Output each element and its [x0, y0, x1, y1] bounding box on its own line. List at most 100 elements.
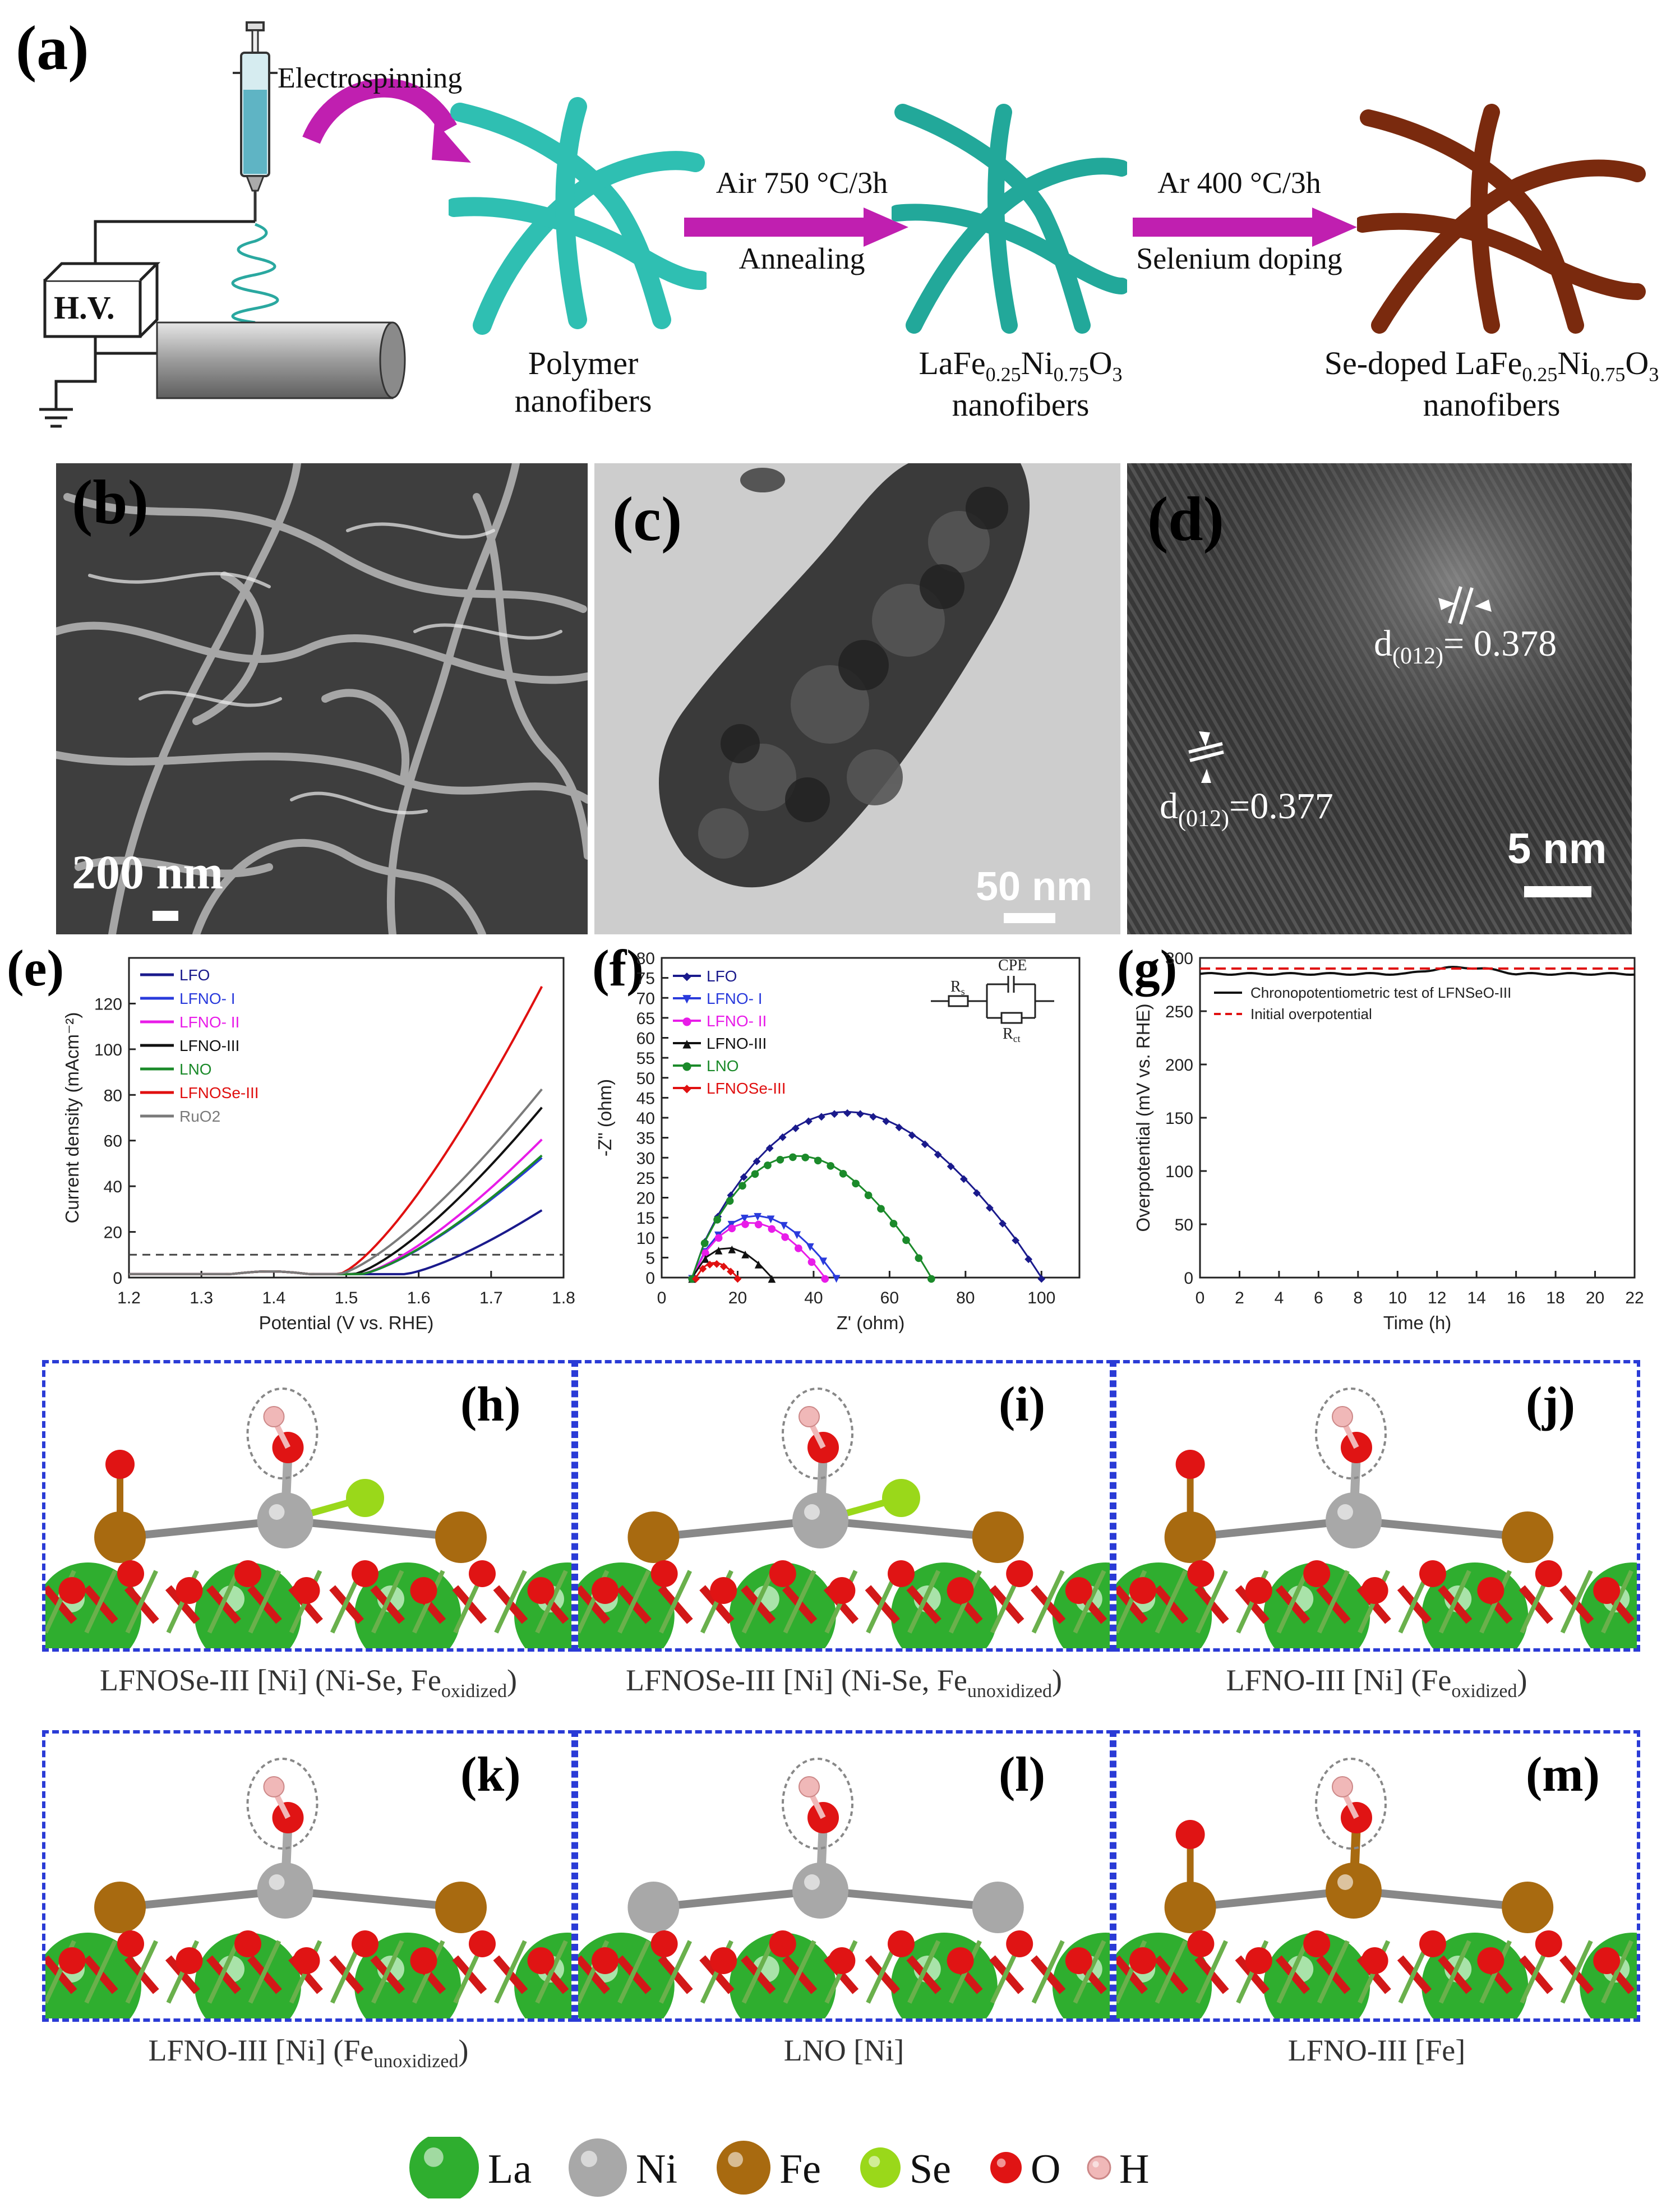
bond	[617, 1570, 651, 1634]
eis-legend-label: LFNOSe-III	[707, 1080, 786, 1097]
o-atom	[1175, 1450, 1205, 1479]
o-atom	[650, 1560, 678, 1587]
eis-xtick-label: 100	[1027, 1289, 1055, 1307]
lsv-xtick-label: 1.6	[407, 1289, 431, 1307]
bond	[284, 1887, 461, 1911]
arrow1-bottom-label: Annealing	[739, 242, 865, 275]
eis-xtick-label: 40	[804, 1289, 823, 1307]
legend-label-ni: Ni	[636, 2146, 677, 2192]
lsv-ytick-label: 40	[104, 1178, 122, 1196]
stab-ytick-label: 250	[1165, 1003, 1193, 1021]
legend-atom-highlight	[424, 2147, 444, 2167]
eis-ytick-label: 70	[636, 989, 655, 1008]
d-spacing-1: d(012)= 0.378	[1374, 623, 1557, 670]
o-atom	[469, 1930, 496, 1957]
o-atom	[828, 1577, 856, 1604]
lsv-xtick-label: 1.2	[117, 1289, 141, 1307]
eis-legend-label: LNO	[707, 1057, 739, 1075]
oh-highlight-circle	[1315, 1388, 1387, 1479]
bond	[1560, 1940, 1593, 2004]
eis-point: ●	[687, 1273, 696, 1284]
o-atom	[469, 1560, 496, 1587]
o-atom	[592, 1577, 619, 1604]
legend-atom-highlight	[869, 2156, 880, 2168]
arrow2-top-label: Ar 400 °C/3h	[1157, 166, 1321, 200]
oh-hydrogen	[1332, 1776, 1353, 1797]
eis-series-line	[691, 1110, 1042, 1278]
stab-xtick-label: 8	[1353, 1289, 1363, 1307]
eis-legend-marker: ●	[682, 1059, 691, 1072]
oh-hydrogen	[799, 1406, 820, 1427]
o-atom	[1361, 1947, 1388, 1974]
o-atom	[888, 1930, 915, 1957]
o-atom	[117, 1930, 144, 1957]
o-atom	[1535, 1930, 1562, 1957]
lsv-series-line	[129, 1156, 543, 1275]
bond	[1276, 1570, 1309, 1634]
stab-xtick-label: 10	[1388, 1289, 1407, 1307]
bond	[494, 1940, 527, 2004]
stab-series-line	[1199, 966, 1635, 976]
lfno-nanofibers-drawing	[892, 104, 1127, 334]
sem-scale-bar	[153, 911, 178, 921]
bond	[1353, 1887, 1528, 1911]
o-atom	[117, 1560, 144, 1587]
o-atom	[710, 1947, 737, 1974]
lsv-legend-label: LFNO- I	[179, 990, 236, 1007]
eis-series-line	[695, 1261, 739, 1279]
bond	[494, 1570, 527, 1634]
panel-label-c: (c)	[612, 485, 682, 554]
bond	[1438, 1570, 1471, 1634]
legend-label-la: La	[488, 2146, 532, 2192]
model-caption: LFNO-III [Ni] (Feunoxidized)	[148, 2034, 469, 2072]
panel-label-g: (g)	[1117, 939, 1178, 997]
bond	[659, 1570, 693, 1634]
eis-chart: 0 20 40 60 80 1000510152025303540455055606570…	[594, 949, 1081, 1333]
model-panel-m: (m)	[1113, 1730, 1640, 2022]
active-site-highlight	[804, 1874, 820, 1890]
stab-ytick-label: 50	[1175, 1216, 1193, 1234]
legend-atom-la	[409, 2137, 479, 2198]
bond	[741, 1940, 775, 2004]
eis-xtick-label: 80	[956, 1289, 975, 1307]
arrow2-bottom-label: Selenium doping	[1136, 242, 1342, 275]
eis-ytick-label: 20	[636, 1190, 655, 1208]
panel-label-b: (b)	[72, 468, 149, 537]
legend-label-o: O	[1031, 2146, 1060, 2192]
bond	[1073, 1570, 1106, 1634]
bond	[1317, 1940, 1350, 2004]
legend-label-h: H	[1119, 2146, 1149, 2192]
bond	[907, 1940, 941, 2004]
stab-xtick-label: 20	[1586, 1289, 1604, 1307]
sem-scale-label: 200 nm	[72, 845, 223, 899]
bond	[617, 1940, 651, 2004]
bond	[1601, 1570, 1633, 1634]
bond	[1031, 1570, 1065, 1634]
lsv-series-line	[129, 1088, 543, 1275]
panel-label-j: (j)	[1526, 1377, 1575, 1432]
stab-xtick-label: 0	[1196, 1289, 1205, 1307]
o-atom	[527, 1947, 555, 1974]
bond	[84, 1570, 117, 1634]
o-atom	[1477, 1577, 1504, 1604]
eis-legend-label: LFNO- I	[707, 990, 763, 1007]
hrtem-scale-bar	[1524, 886, 1591, 897]
eis-ytick-label: 35	[636, 1130, 655, 1148]
o-atom	[1065, 1947, 1092, 1974]
bond	[741, 1570, 775, 1634]
eis-xtick-label: 60	[880, 1289, 899, 1307]
arrow-selenium-doping	[1133, 208, 1357, 247]
eis-ytick-label: 30	[636, 1149, 655, 1168]
o-atom	[650, 1930, 678, 1957]
stab-ylabel: Overpotential (mV vs. RHE)	[1133, 1003, 1153, 1232]
model-caption: LFNOSe-III [Ni] (Ni-Se, Feoxidized)	[100, 1663, 517, 1702]
legend-atom-highlight	[1092, 2161, 1099, 2168]
o-atom	[1419, 1930, 1446, 1957]
o-atom	[947, 1947, 974, 1974]
lsv-chart: 1.2 1.3 1.4 1.5 1.6 1.7 1.8 0 20 40 60 80 100 120 Pote…	[62, 957, 575, 1333]
lsv-legend-label: LFNO- II	[179, 1013, 239, 1031]
bond	[1031, 1940, 1065, 2004]
bond	[783, 1570, 816, 1634]
panel-label-d: (d)	[1147, 485, 1224, 554]
o-atom	[1065, 1577, 1092, 1604]
